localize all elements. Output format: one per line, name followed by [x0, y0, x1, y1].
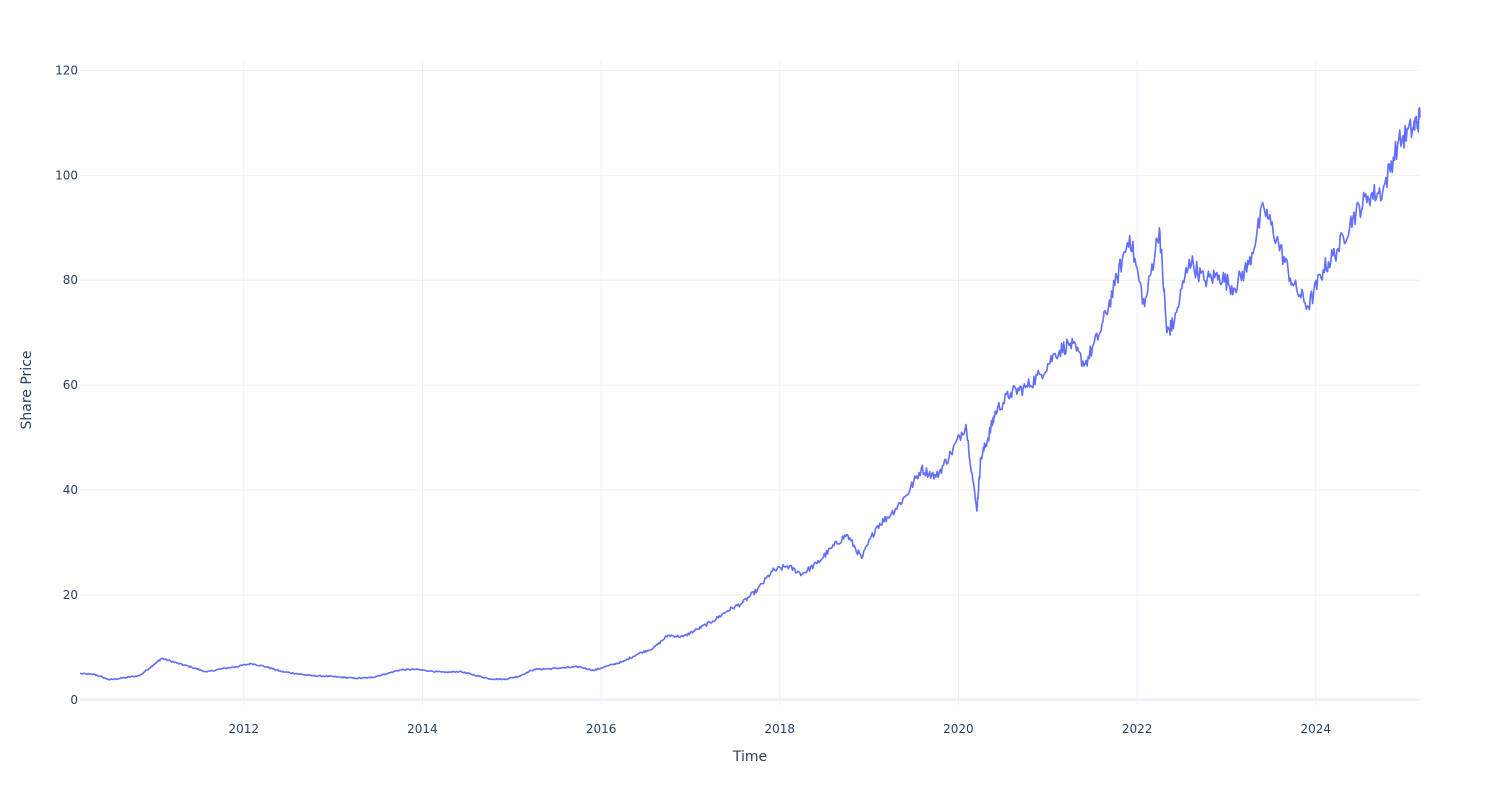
x-tick-label: 2020 [943, 722, 974, 736]
series-layer [79, 106, 1421, 681]
y-tick-label: 100 [55, 168, 78, 182]
x-tick-labels: 2012 2014 2016 2018 2020 2022 2024 [229, 722, 1332, 736]
y-tick-label: 40 [63, 483, 78, 497]
share-price-line [79, 106, 1421, 681]
x-axis-title: Time [732, 749, 767, 765]
y-tick-label: 120 [55, 63, 78, 77]
y-tick-label: 60 [63, 378, 78, 392]
y-tick-label: 80 [63, 273, 78, 287]
y-tick-label: 0 [70, 693, 78, 707]
x-tick-label: 2012 [229, 722, 260, 736]
y-axis-title: Share Price [19, 350, 35, 429]
x-tick-label: 2014 [407, 722, 438, 736]
x-tick-label: 2018 [765, 722, 796, 736]
y-tick-label: 20 [63, 588, 78, 602]
x-tick-label: 2024 [1301, 722, 1332, 736]
grid [80, 60, 1420, 705]
y-tick-labels: 0 20 40 60 80 100 120 [55, 63, 78, 706]
x-tick-label: 2022 [1122, 722, 1153, 736]
x-tick-label: 2016 [586, 722, 617, 736]
